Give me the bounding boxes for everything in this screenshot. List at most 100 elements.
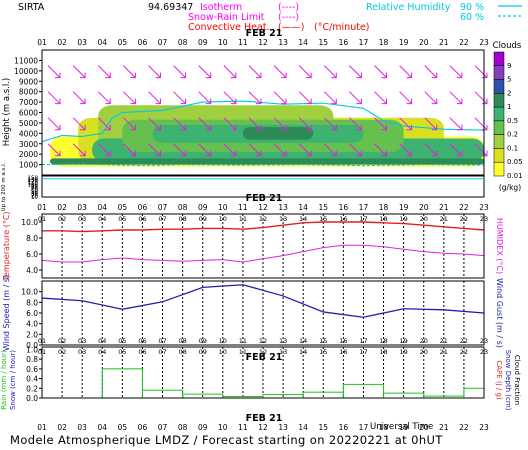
wind-arrow-head bbox=[381, 150, 388, 157]
wind-arrow-shaft bbox=[148, 143, 161, 157]
hour-label-cloud: 03 bbox=[77, 203, 87, 212]
wind-arrow-head bbox=[406, 150, 413, 157]
wind-arrow-shaft bbox=[198, 91, 212, 105]
wind-arrow-head bbox=[281, 150, 287, 157]
legend-rh-label: Relative Humidity bbox=[366, 2, 451, 13]
wind-hour-label: 16 bbox=[339, 337, 347, 345]
wind-arrow-head bbox=[331, 98, 337, 105]
wind-arrow-shaft bbox=[424, 65, 438, 78]
hour-label-cloud: 18 bbox=[379, 203, 389, 212]
legend-isotherm-label: Isotherm bbox=[200, 2, 242, 13]
wind-arrow-shaft bbox=[123, 91, 136, 105]
wind-arrow-shaft bbox=[223, 91, 237, 105]
colorbar-cell bbox=[493, 106, 505, 122]
wind-arrow bbox=[47, 65, 61, 79]
low-ytick-label: 130 bbox=[28, 178, 39, 184]
cloud-ytick-label: 7000 bbox=[19, 98, 38, 107]
legend-rh-60: 60 % bbox=[460, 12, 484, 23]
wind-arrow-head bbox=[130, 98, 136, 105]
wind-arrow bbox=[298, 91, 312, 105]
temperature-line bbox=[42, 221, 485, 233]
hour-label-top: 09 bbox=[198, 38, 208, 47]
wind-arrow-head bbox=[80, 150, 86, 157]
hour-label-top: 11 bbox=[238, 38, 248, 47]
hour-label-cloud: 13 bbox=[278, 203, 288, 212]
precip-hour-label: 21 bbox=[440, 348, 448, 356]
low-ytick-label: 50 bbox=[31, 189, 38, 195]
wind-arrow-head bbox=[105, 98, 111, 105]
wind-arrow-head bbox=[155, 124, 161, 131]
precip-hour-label: 22 bbox=[460, 348, 468, 356]
ytick-label: 10.0 bbox=[21, 288, 38, 297]
wind-arrow-head bbox=[255, 150, 262, 157]
date-label-bottom: FEB 21 bbox=[246, 413, 283, 424]
wind-arrow-shaft bbox=[148, 117, 161, 131]
colorbar-label: 0.2 bbox=[507, 131, 518, 139]
wind-arrow bbox=[273, 143, 287, 157]
temp-hour-label: 07 bbox=[158, 215, 166, 223]
wind-arrow-shaft bbox=[273, 65, 287, 78]
wind-arrow-shaft bbox=[374, 91, 387, 105]
wind-arrow-shaft bbox=[248, 91, 262, 105]
temp-hour-label: 21 bbox=[440, 215, 448, 223]
wind-arrow bbox=[399, 91, 413, 105]
precip-frame bbox=[41, 346, 485, 399]
hour-label-top: 15 bbox=[318, 38, 328, 47]
temp-hour-label: 20 bbox=[420, 215, 428, 223]
legend-convective: Convective Heat. (——) (°C/minute) bbox=[188, 22, 370, 33]
wind-arrow-head bbox=[230, 98, 237, 105]
colorbar-unit: (g/kg) bbox=[499, 183, 521, 192]
cloud-ytick-label: 4000 bbox=[19, 129, 38, 138]
ytick-label: 8.0 bbox=[26, 234, 38, 243]
low-ytick-label: 80 bbox=[31, 185, 38, 191]
wind-arrow-shaft bbox=[47, 117, 61, 131]
wind-arrow-head bbox=[80, 98, 86, 105]
rh-60-isoline bbox=[41, 163, 485, 167]
temp-ylabel: Temperature (°C) bbox=[2, 211, 11, 281]
wind-arrow-shaft bbox=[223, 65, 237, 78]
ytick-label: 6.0 bbox=[26, 250, 38, 259]
wind-arrow-head bbox=[306, 98, 312, 105]
wind-arrow-head bbox=[381, 98, 388, 105]
wind-arrow-head bbox=[255, 124, 262, 131]
wind-arrow-shaft bbox=[72, 91, 86, 105]
wind-arrow-head bbox=[456, 124, 463, 131]
hour-label-top: 07 bbox=[158, 38, 168, 47]
legend-convective-label: Convective Heat. bbox=[188, 22, 270, 33]
wind-arrow-head bbox=[255, 72, 262, 79]
wind-arrow-head bbox=[230, 124, 237, 131]
colorbar-label: 2 bbox=[507, 89, 511, 97]
temp-frame bbox=[41, 213, 485, 279]
hour-label-top: 05 bbox=[118, 38, 128, 47]
hour-label-bottom: 05 bbox=[118, 423, 128, 432]
legend-rh-90: 90 % bbox=[460, 2, 484, 13]
wind-arrow bbox=[72, 143, 86, 157]
wind-arrow bbox=[173, 91, 187, 105]
colorbar-label: 5 bbox=[507, 76, 511, 84]
wind-arrow-head bbox=[255, 98, 262, 105]
colorbar-cell bbox=[493, 161, 505, 177]
wind-arrow-head bbox=[281, 72, 287, 79]
wind-arrow bbox=[148, 91, 161, 105]
wind-arrow bbox=[223, 117, 237, 131]
wind-arrow bbox=[424, 91, 438, 105]
wind-arrow bbox=[123, 143, 136, 157]
wind-arrow-shaft bbox=[374, 143, 387, 157]
hour-label-cloud: 04 bbox=[97, 203, 107, 212]
legend-isotherm-swatch: (----) bbox=[278, 2, 299, 13]
cloud-layer bbox=[50, 158, 484, 165]
wind-arrow-head bbox=[381, 72, 388, 79]
wind-arrow-shaft bbox=[374, 65, 387, 78]
wind-arrow bbox=[72, 65, 86, 79]
wind-arrow-shaft bbox=[323, 143, 337, 157]
wind-arrow bbox=[349, 91, 362, 105]
wind-arrow-head bbox=[180, 124, 187, 131]
wind-arrow bbox=[424, 143, 438, 157]
gust-ylabel: Wind Gust (m / s) bbox=[495, 278, 504, 348]
wind-speed-line bbox=[41, 284, 485, 318]
wind-hour-label: 14 bbox=[299, 337, 307, 345]
temp-hour-label: 11 bbox=[239, 215, 247, 223]
wind-arrow-shaft bbox=[72, 117, 86, 131]
wind-arrow bbox=[349, 65, 362, 79]
